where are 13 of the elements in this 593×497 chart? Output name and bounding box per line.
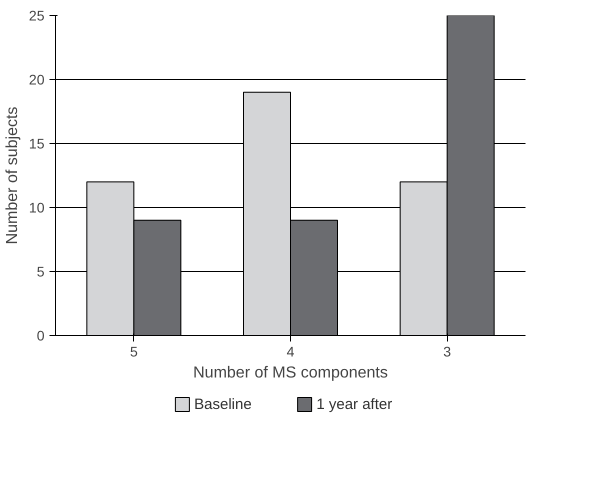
legend-label: 1 year after [316, 396, 392, 413]
y-tick-label: 5 [36, 264, 45, 280]
legend-label: Baseline [194, 396, 252, 413]
y-tick-label: 15 [28, 136, 45, 152]
x-tick-label: 5 [130, 344, 138, 360]
y-axis-title: Number of subjects [4, 106, 21, 244]
y-tick-label: 25 [28, 8, 45, 24]
x-tick-label: 4 [286, 344, 295, 360]
x-tick-label: 3 [443, 344, 452, 360]
x-axis-title: Number of MS components [193, 364, 388, 382]
y-tick-label: 0 [36, 328, 45, 344]
y-tick-label: 20 [28, 72, 45, 88]
y-tick-label: 10 [28, 200, 45, 216]
